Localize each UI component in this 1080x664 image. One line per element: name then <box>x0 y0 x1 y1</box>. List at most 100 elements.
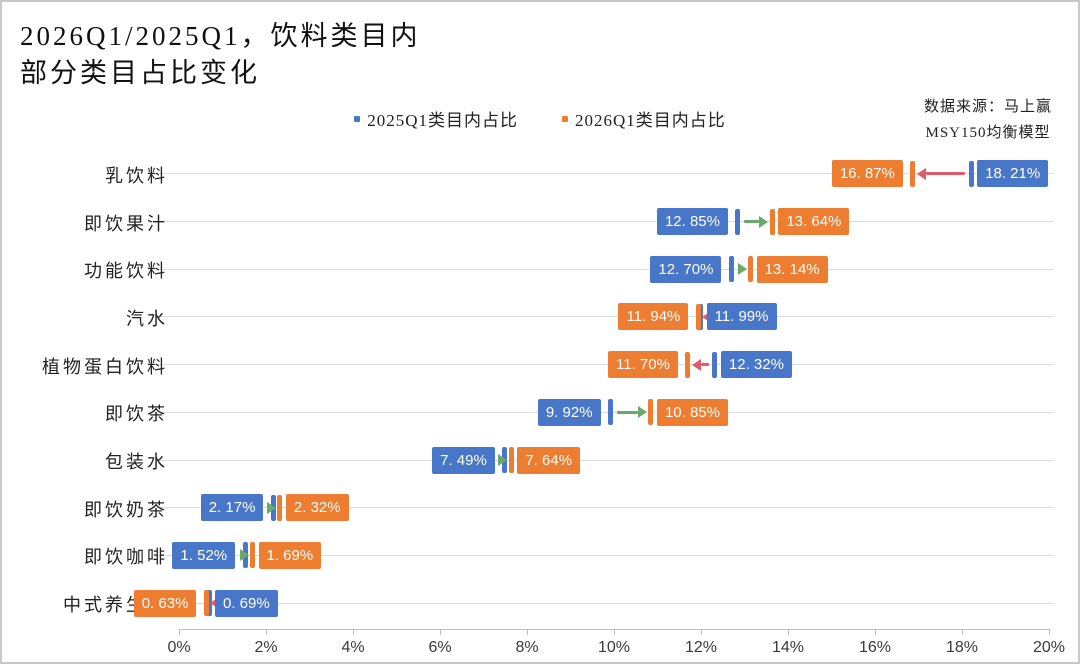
x-axis-tick-label: 0% <box>167 639 191 656</box>
category-label: 即饮果汁 <box>84 213 168 234</box>
category-label: 植物蛋白饮料 <box>42 356 168 377</box>
tick-2026 <box>250 542 255 569</box>
x-axis-tick-label: 12% <box>684 639 718 656</box>
change-arrow-line <box>700 363 709 367</box>
category-label: 汽水 <box>126 308 168 329</box>
value-label-2025: 1. 52% <box>172 541 236 569</box>
chart-title-line1: 2026Q1/2025Q1，饮料类目内 <box>20 21 421 51</box>
x-axis-tick <box>265 629 267 635</box>
value-label-2025: 2. 17% <box>200 494 264 522</box>
value-label-2025: 12. 32% <box>720 351 792 379</box>
x-axis-tick-label: 6% <box>428 639 452 656</box>
value-label-2025: 12. 70% <box>650 255 722 283</box>
change-arrow-head-icon <box>239 549 249 562</box>
tick-2026 <box>508 447 514 474</box>
x-axis-tick-label: 20% <box>1032 639 1066 656</box>
change-arrow-head-icon <box>737 263 747 276</box>
value-label-2025: 7. 49% <box>432 446 495 474</box>
value-label-2026: 11. 70% <box>608 351 678 379</box>
change-arrow-head-icon <box>210 597 220 610</box>
legend-item-2025q1: 2025Q1类目内占比 <box>354 106 518 131</box>
value-label-2026: 11. 94% <box>618 303 689 331</box>
legend-label-2025q1: 2025Q1类目内占比 <box>367 111 518 130</box>
grid-line <box>157 364 1054 366</box>
grid-line <box>157 268 1054 270</box>
data-source-line1: 数据来源：马上赢 <box>923 99 1052 115</box>
category-label: 乳饮料 <box>105 165 168 186</box>
chart-title-line2: 部分类目占比变化 <box>20 58 260 88</box>
grid-line <box>157 221 1054 223</box>
change-arrow-head-icon <box>759 215 769 228</box>
change-arrow-line <box>616 410 638 414</box>
legend-label-2026q1: 2026Q1类目内占比 <box>575 111 726 130</box>
change-arrow-head-icon <box>916 167 926 180</box>
grid-line <box>157 411 1054 413</box>
change-arrow-line <box>743 220 760 224</box>
data-source-line2: MSY150均衡模型 <box>925 125 1051 141</box>
grid-line <box>157 554 1054 556</box>
tick-2026 <box>748 256 754 283</box>
x-axis-tick <box>700 629 702 635</box>
value-label-2026: 1. 69% <box>258 541 322 569</box>
grid-line <box>157 602 1054 604</box>
tick-2026 <box>685 351 691 378</box>
tick-2026 <box>910 160 916 187</box>
change-arrow-line <box>925 172 966 176</box>
category-label: 功能饮料 <box>84 261 168 282</box>
category-label: 包装水 <box>105 452 168 473</box>
value-label-2026: 16. 87% <box>831 160 903 188</box>
tick-2025 <box>728 256 734 283</box>
x-axis-tick <box>874 629 876 635</box>
legend-marker-2026q1-icon <box>562 115 568 122</box>
value-label-2026: 13. 64% <box>778 208 850 236</box>
value-label-2026: 0. 63% <box>133 589 197 617</box>
change-arrow-head-icon <box>498 454 508 467</box>
value-label-2026: 2. 32% <box>285 494 349 522</box>
tick-2026 <box>277 494 283 521</box>
category-label: 即饮咖啡 <box>84 547 168 568</box>
tick-2026 <box>769 208 775 235</box>
x-axis-tick-label: 16% <box>858 639 892 656</box>
grid-line <box>157 316 1054 318</box>
x-axis-tick <box>1048 629 1050 635</box>
tick-2026 <box>695 303 701 330</box>
x-axis-tick <box>526 629 528 635</box>
grid-line <box>157 459 1054 461</box>
x-axis-tick-label: 8% <box>515 639 539 656</box>
x-axis-tick-label: 18% <box>945 639 979 656</box>
data-source-note: 数据来源：马上赢 MSY150均衡模型 <box>924 94 1052 146</box>
change-arrow-head-icon <box>266 501 276 514</box>
x-axis-tick <box>787 629 789 635</box>
tick-2025 <box>712 351 718 378</box>
tick-2025 <box>968 160 974 187</box>
tick-2025 <box>608 399 614 426</box>
legend-marker-2025q1-icon <box>354 115 361 122</box>
x-axis-tick-label: 2% <box>254 639 278 656</box>
x-axis-tick <box>439 629 441 635</box>
x-axis-tick <box>613 629 615 635</box>
value-label-2025: 11. 99% <box>706 303 777 331</box>
tick-2026 <box>648 399 654 426</box>
value-label-2026: 7. 64% <box>517 446 581 474</box>
x-axis-tick <box>178 629 180 635</box>
chart-title: 2026Q1/2025Q1，饮料类目内 部分类目占比变化 <box>20 18 421 92</box>
category-label: 即饮奶茶 <box>84 499 168 520</box>
tick-2026 <box>203 590 209 617</box>
value-label-2025: 12. 85% <box>656 208 728 236</box>
category-label: 即饮茶 <box>105 404 168 425</box>
tick-2025 <box>735 208 741 235</box>
grid-line <box>157 173 1054 175</box>
x-axis-tick <box>961 629 963 635</box>
value-label-2025: 9. 92% <box>537 398 601 426</box>
x-axis-tick <box>352 629 354 635</box>
x-axis-tick-label: 10% <box>597 639 631 656</box>
chart-legend: 2025Q1类目内占比 2026Q1类目内占比 <box>2 106 1078 131</box>
change-arrow-head-icon <box>637 406 647 419</box>
value-label-2026: 10. 85% <box>656 398 729 426</box>
tick-2025 <box>206 590 212 617</box>
x-axis-tick-label: 14% <box>771 639 805 656</box>
value-label-2025: 18. 21% <box>977 160 1049 188</box>
value-label-2026: 13. 14% <box>756 255 828 283</box>
value-label-2025: 0. 69% <box>215 589 278 617</box>
